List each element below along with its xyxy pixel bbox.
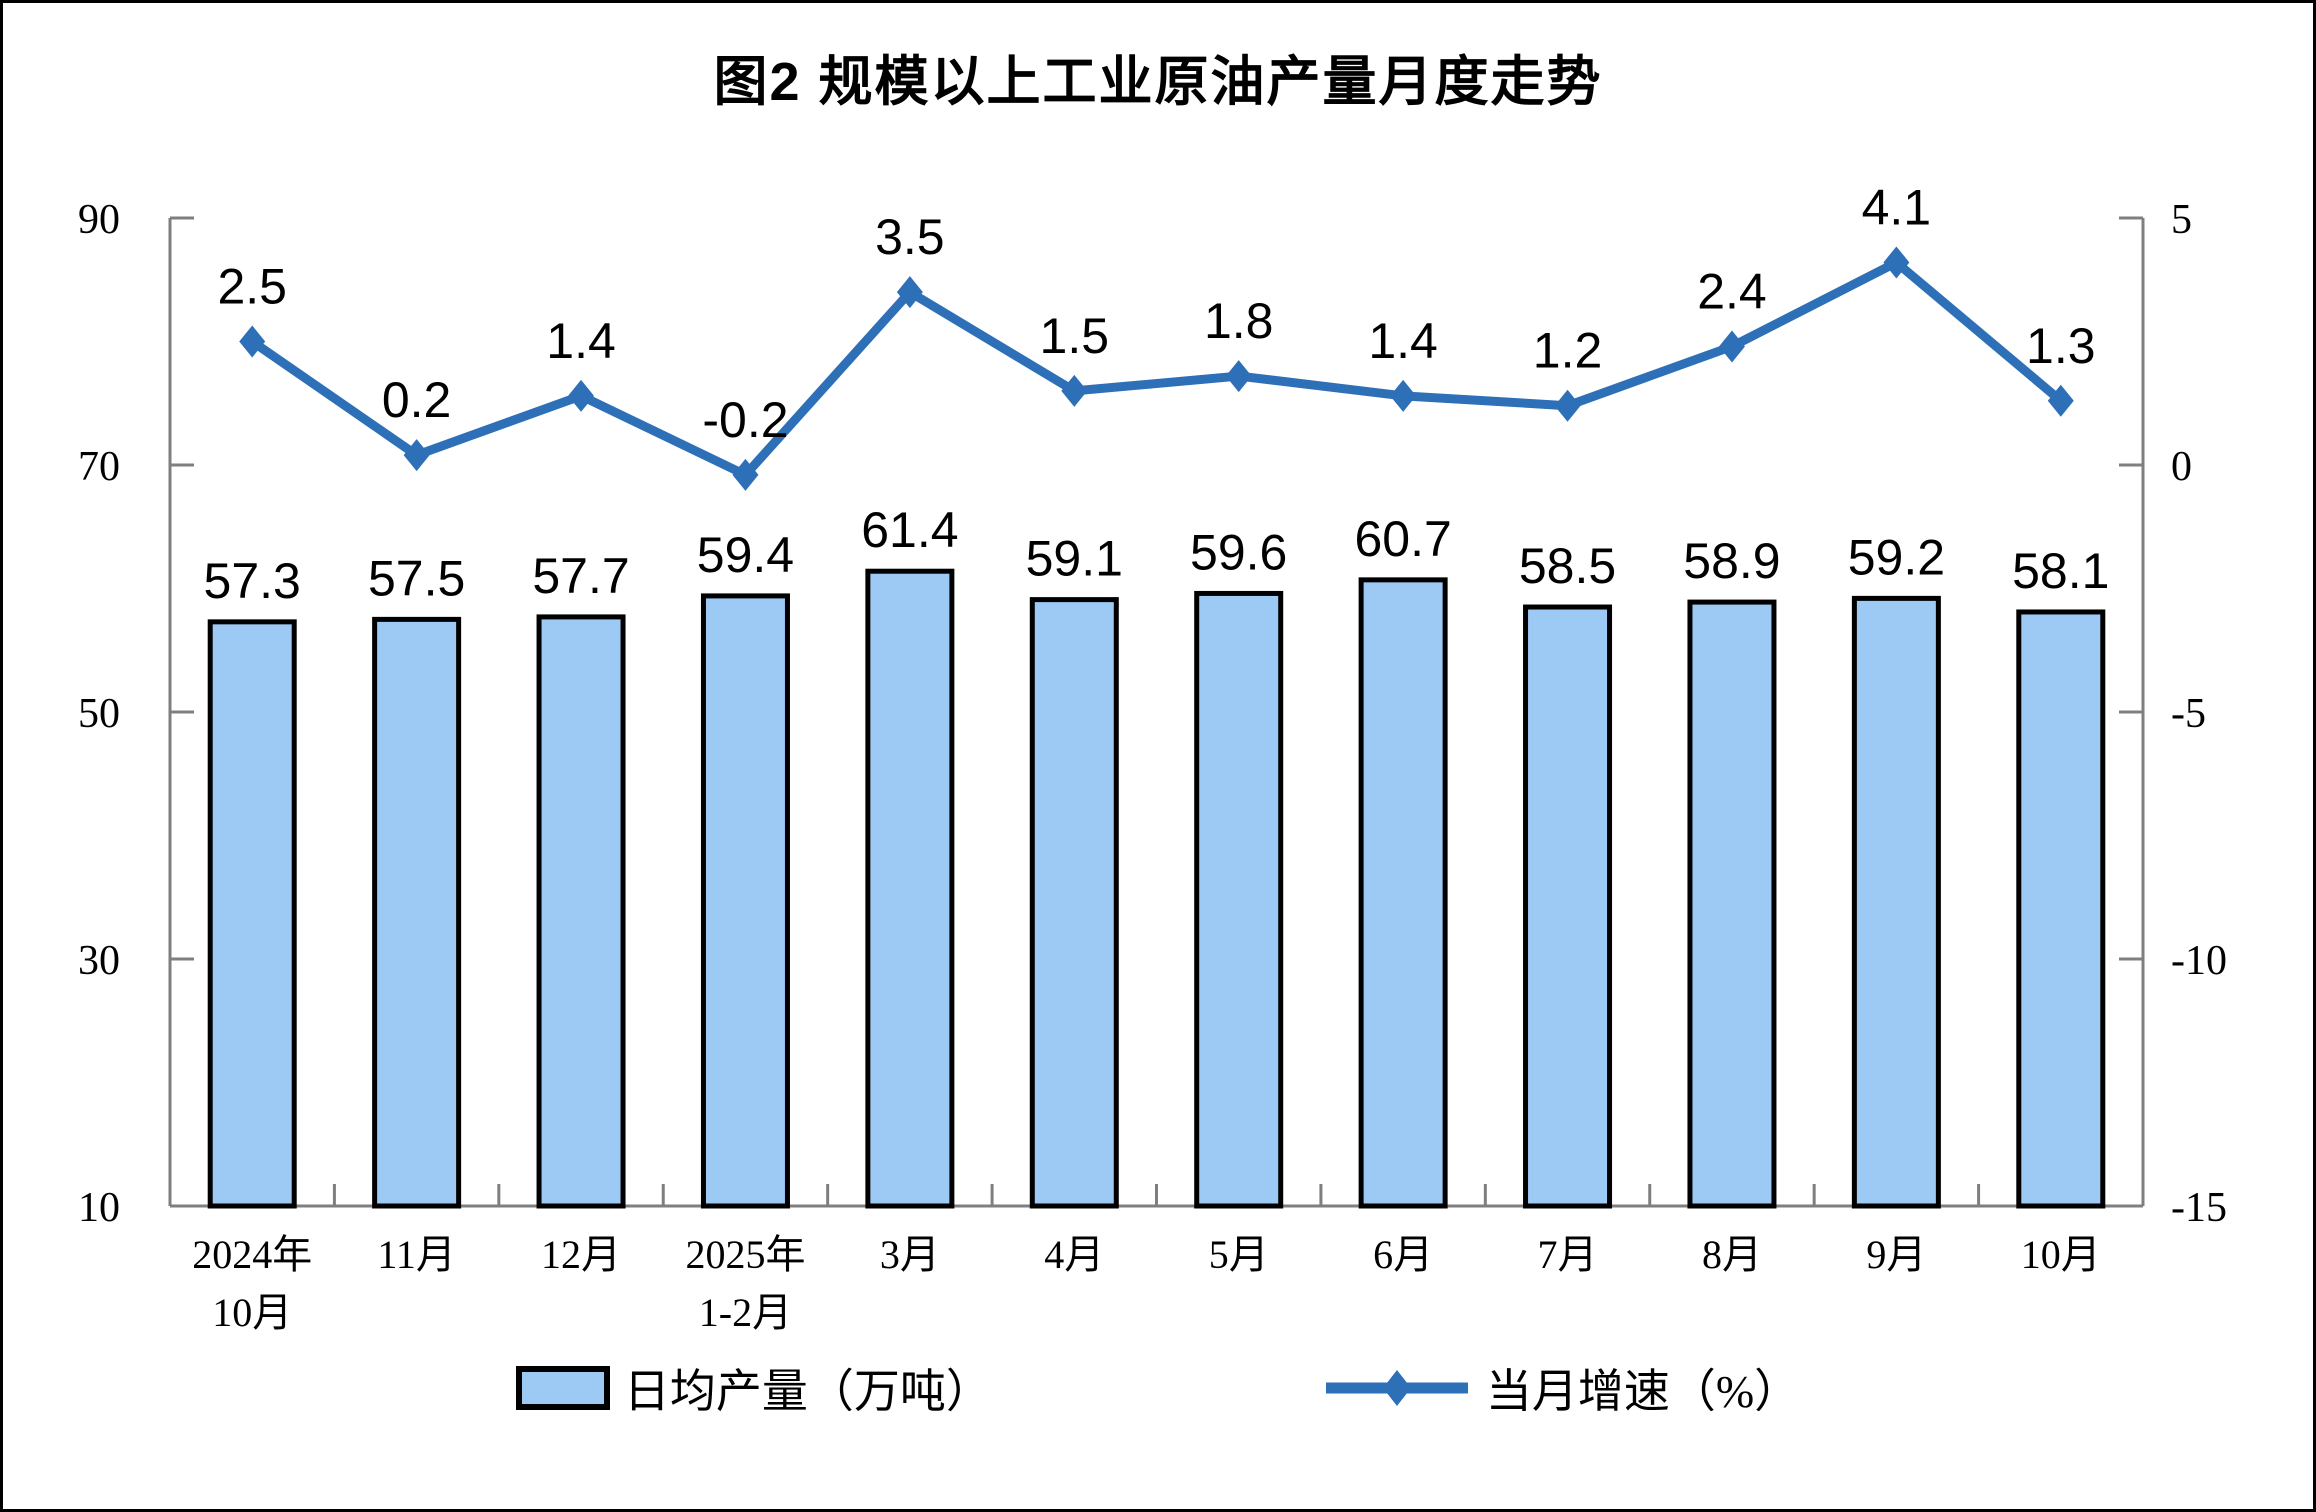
left-tick-label: 30 bbox=[78, 938, 120, 984]
line-marker bbox=[1225, 360, 1252, 393]
legend: 日均产量（万吨） 当月增速（%） bbox=[3, 1355, 2313, 1421]
category-label: 2025年 1-2月 bbox=[685, 1232, 805, 1335]
bar bbox=[1194, 590, 1284, 1209]
line-marker bbox=[1390, 379, 1417, 412]
bar bbox=[207, 619, 297, 1209]
line-swatch-icon bbox=[1325, 1370, 1468, 1406]
bar-value-label: 58.1 bbox=[2012, 543, 2109, 599]
line-marker bbox=[896, 276, 923, 309]
line-value-label: 1.2 bbox=[1533, 323, 1603, 379]
bar-value-label: 59.2 bbox=[1848, 529, 1945, 585]
bar-value-label: 59.1 bbox=[1026, 531, 1123, 587]
category-label: 8月 bbox=[1702, 1232, 1762, 1277]
line-marker bbox=[403, 439, 430, 472]
right-tick-label: 5 bbox=[2171, 197, 2192, 243]
line-value-label: 2.4 bbox=[1697, 263, 1767, 319]
bar-value-label: 59.6 bbox=[1190, 524, 1287, 580]
bar bbox=[1687, 599, 1777, 1209]
bar bbox=[1358, 577, 1448, 1209]
category-label: 12月 bbox=[541, 1232, 621, 1277]
category-label: 6月 bbox=[1373, 1232, 1433, 1277]
chart-title: 图2 规模以上工业原油产量月度走势 bbox=[713, 52, 1603, 112]
line-marker bbox=[1718, 330, 1745, 363]
category-label: 11月 bbox=[377, 1232, 456, 1277]
line-value-label: 3.5 bbox=[875, 209, 945, 265]
right-tick-label: -15 bbox=[2171, 1185, 2227, 1231]
left-tick-label: 50 bbox=[78, 691, 120, 737]
bar-value-label: 58.5 bbox=[1519, 538, 1616, 594]
category-label: 7月 bbox=[1538, 1232, 1598, 1277]
bar-value-label: 61.4 bbox=[861, 502, 958, 558]
bar bbox=[1029, 597, 1119, 1209]
bar bbox=[1523, 604, 1613, 1209]
line-marker bbox=[732, 458, 759, 491]
bar bbox=[2016, 609, 2106, 1209]
legend-bar-label: 日均产量（万吨） bbox=[623, 1366, 992, 1417]
bar bbox=[372, 616, 462, 1209]
growth-line bbox=[247, 257, 2066, 480]
bar-value-label: 57.3 bbox=[204, 553, 301, 609]
category-label: 10月 bbox=[2021, 1232, 2101, 1277]
line-value-label: 1.8 bbox=[1204, 293, 1274, 349]
category-label: 9月 bbox=[1866, 1232, 1926, 1277]
line-value-label: 1.4 bbox=[546, 313, 616, 369]
right-tick-label: -5 bbox=[2171, 691, 2206, 737]
category-label: 5月 bbox=[1209, 1232, 1269, 1277]
left-tick-label: 90 bbox=[78, 197, 120, 243]
line-value-label: 1.4 bbox=[1368, 313, 1438, 369]
bar-value-label: 57.7 bbox=[532, 548, 629, 604]
right-tick-label: 0 bbox=[2171, 444, 2192, 490]
line-marker bbox=[1061, 374, 1088, 407]
line-value-label: 1.3 bbox=[2026, 318, 2096, 374]
left-tick-label: 70 bbox=[78, 444, 120, 490]
line-value-label: 4.1 bbox=[1862, 179, 1932, 235]
bar-swatch-icon bbox=[515, 1366, 610, 1410]
bar-value-label: 58.9 bbox=[1683, 533, 1780, 589]
line-value-label: 1.5 bbox=[1040, 308, 1110, 364]
bar-value-label: 59.4 bbox=[697, 527, 794, 583]
bar bbox=[1851, 595, 1941, 1209]
bar-value-label: 57.5 bbox=[368, 550, 465, 606]
line-marker bbox=[1883, 246, 1910, 279]
line-value-label: -0.2 bbox=[702, 392, 788, 448]
bar-value-label: 60.7 bbox=[1354, 511, 1451, 567]
line-value-label: 2.5 bbox=[217, 259, 287, 315]
line-marker bbox=[2047, 384, 2074, 417]
legend-line-label: 当月增速（%） bbox=[1485, 1366, 1801, 1417]
legend-item-line: 当月增速（%） bbox=[1322, 1355, 1800, 1421]
category-label: 3月 bbox=[880, 1232, 940, 1277]
right-tick-label: -10 bbox=[2171, 938, 2227, 984]
bar bbox=[536, 614, 626, 1209]
bar bbox=[700, 593, 790, 1209]
category-label: 2024年 10月 bbox=[192, 1232, 312, 1335]
legend-item-bar: 日均产量（万吨） bbox=[515, 1355, 992, 1421]
category-label: 4月 bbox=[1044, 1232, 1104, 1277]
line-marker bbox=[568, 379, 595, 412]
line-value-label: 0.2 bbox=[382, 372, 452, 428]
left-tick-label: 10 bbox=[78, 1185, 120, 1231]
line-marker bbox=[239, 325, 266, 358]
line-marker bbox=[1554, 389, 1581, 422]
bar bbox=[865, 568, 955, 1209]
